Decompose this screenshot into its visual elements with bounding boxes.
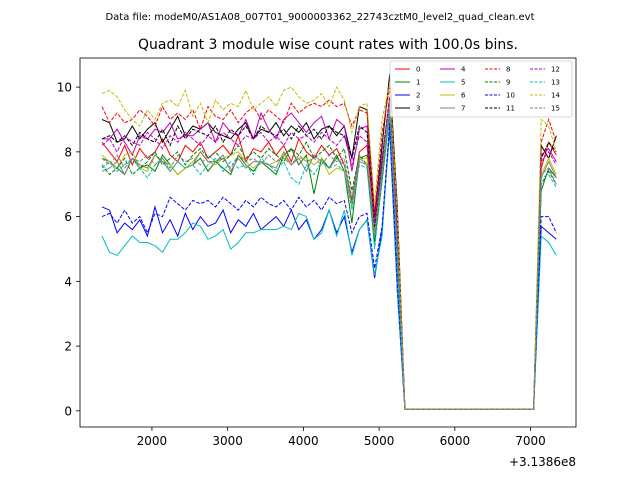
series-line-8 <box>101 87 557 410</box>
x-tick-label: 5000 <box>364 434 395 448</box>
y-tick-label: 10 <box>57 81 72 95</box>
legend-label-11: 11 <box>506 105 515 113</box>
legend-label-4: 4 <box>461 66 466 74</box>
legend-label-10: 10 <box>506 92 515 100</box>
series-line-13 <box>101 109 557 410</box>
x-tick-label: 4000 <box>288 434 319 448</box>
x-tick-label: 6000 <box>440 434 471 448</box>
legend-label-7: 7 <box>461 105 465 113</box>
legend-label-14: 14 <box>551 92 560 100</box>
legend-label-1: 1 <box>416 79 420 87</box>
y-tick-label: 4 <box>64 275 72 289</box>
x-tick-label: 7000 <box>515 434 546 448</box>
y-tick-label: 0 <box>64 404 72 418</box>
legend-label-12: 12 <box>551 66 560 74</box>
series-line-1 <box>101 112 557 410</box>
x-tick-label: 3000 <box>212 434 243 448</box>
legend-label-15: 15 <box>551 105 560 113</box>
series-line-5 <box>101 122 557 410</box>
series-line-7 <box>101 112 557 410</box>
legend-label-13: 13 <box>551 79 560 87</box>
chart-suptitle: Data file: modeM0/AS1A08_007T01_90000033… <box>105 12 534 23</box>
series-line-14 <box>101 83 557 410</box>
legend-label-2: 2 <box>416 92 420 100</box>
x-offset-label: +3.1386e8 <box>509 455 576 469</box>
legend-label-9: 9 <box>506 79 510 87</box>
chart-title: Quadrant 3 module wise count rates with … <box>138 37 518 53</box>
y-tick-label: 8 <box>64 145 72 159</box>
legend-label-8: 8 <box>506 66 510 74</box>
series-line-3 <box>101 74 557 410</box>
x-tick-label: 2000 <box>137 434 168 448</box>
series-line-10 <box>101 122 557 410</box>
legend-box <box>389 60 573 118</box>
series-line-6 <box>101 96 557 410</box>
series-line-11 <box>101 96 557 410</box>
legend-label-6: 6 <box>461 92 466 100</box>
series-line-2 <box>101 129 557 410</box>
legend-label-3: 3 <box>416 105 420 113</box>
plot-area: 2000 3000 4000 5000 6000 70000246810012345678… <box>57 57 577 448</box>
series-line-15 <box>101 106 557 410</box>
legend-label-0: 0 <box>416 66 420 74</box>
series-line-12 <box>101 100 557 410</box>
y-tick-label: 2 <box>64 340 72 354</box>
legend-label-5: 5 <box>461 79 465 87</box>
axes-frame <box>79 57 577 428</box>
y-tick-label: 6 <box>64 210 72 224</box>
series-line-0 <box>101 103 557 410</box>
